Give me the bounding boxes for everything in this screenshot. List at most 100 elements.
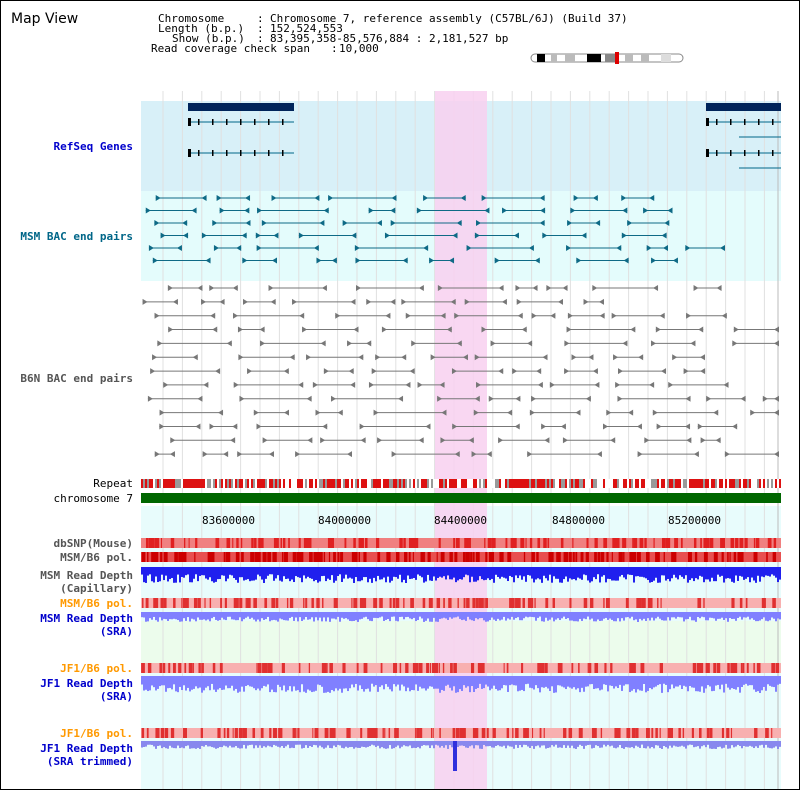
depth-bar — [753, 567, 755, 581]
polymorphism-mark — [600, 728, 603, 738]
repeat-mark — [369, 479, 371, 488]
polymorphism-mark — [155, 728, 160, 738]
polymorphism-mark — [465, 552, 470, 562]
depth-bar — [629, 612, 631, 619]
depth-bar — [489, 741, 491, 747]
polymorphism-mark — [193, 598, 198, 608]
depth-bar — [367, 612, 369, 620]
depth-bar — [223, 676, 225, 690]
depth-bar — [603, 612, 605, 619]
polymorphism-mark — [192, 663, 194, 673]
polymorphism-mark — [295, 728, 297, 738]
repeat-mark — [299, 479, 301, 488]
polymorphism-mark — [240, 538, 243, 548]
depth-bar — [685, 741, 687, 749]
repeat-mark — [769, 479, 771, 488]
bac-end-marker — [715, 437, 721, 444]
genome-browser-canvas[interactable] — [141, 91, 781, 789]
depth-bar — [443, 612, 445, 618]
depth-bar — [637, 567, 639, 577]
depth-bar — [511, 567, 513, 578]
polymorphism-mark — [556, 552, 558, 562]
polymorphism-mark — [488, 552, 492, 562]
polymorphism-mark — [270, 663, 273, 673]
polymorphism-mark — [530, 598, 534, 608]
depth-bar — [185, 676, 187, 691]
depth-bar — [629, 741, 631, 748]
polymorphism-mark — [363, 552, 365, 562]
depth-bar — [343, 612, 345, 619]
depth-bar — [499, 612, 501, 621]
polymorphism-mark — [610, 663, 613, 673]
depth-bar — [255, 741, 257, 746]
depth-bar — [727, 676, 729, 688]
repeat-mark — [755, 479, 757, 488]
bac-end-marker — [454, 451, 460, 458]
bac-end-marker — [201, 195, 207, 201]
depth-bar — [505, 567, 507, 579]
repeat-mark — [199, 479, 201, 488]
depth-bar — [759, 676, 761, 693]
polymorphism-mark — [260, 538, 264, 548]
polymorphism-mark — [455, 538, 460, 548]
depth-bar — [151, 741, 153, 745]
depth-bar — [329, 676, 331, 693]
depth-bar — [253, 567, 255, 581]
polymorphism-mark — [305, 598, 308, 608]
depth-bar — [225, 741, 227, 747]
polymorphism-mark — [426, 663, 430, 673]
label-msm-bac: MSM BAC end pairs — [20, 230, 133, 243]
depth-bar — [707, 741, 709, 745]
repeat-mark — [257, 479, 259, 488]
depth-bar — [417, 676, 419, 691]
depth-bar — [747, 612, 749, 617]
repeat-mark — [223, 479, 225, 488]
depth-bar — [385, 612, 387, 620]
depth-bar — [521, 741, 523, 748]
repeat-mark — [493, 479, 495, 488]
repeat-mark — [593, 479, 595, 488]
bac-end-marker — [652, 409, 658, 416]
polymorphism-mark — [373, 728, 378, 738]
polymorphism-mark — [680, 538, 683, 548]
polymorphism-mark — [552, 598, 555, 608]
polymorphism-mark — [317, 598, 320, 608]
depth-bar — [333, 676, 335, 692]
depth-bar — [773, 741, 775, 748]
polymorphism-mark — [580, 552, 584, 562]
polymorphism-mark — [485, 598, 488, 608]
polymorphism-mark — [353, 552, 358, 562]
depth-bar — [571, 612, 573, 621]
depth-bar — [771, 612, 773, 618]
depth-bar — [291, 741, 293, 748]
depth-bar — [423, 741, 425, 746]
depth-bar — [469, 676, 471, 693]
depth-bar — [239, 567, 241, 578]
depth-bar — [719, 612, 721, 619]
depth-bar — [691, 612, 693, 621]
polymorphism-mark — [772, 598, 775, 608]
bac-end-marker — [471, 451, 477, 458]
polymorphism-mark — [306, 538, 310, 548]
bac-end-marker — [183, 232, 189, 239]
polymorphism-mark — [414, 663, 419, 673]
repeat-mark — [559, 479, 561, 488]
depth-bar — [557, 567, 559, 579]
bac-end-marker — [700, 368, 706, 375]
polymorphism-mark — [733, 663, 738, 673]
bac-end-marker — [219, 207, 225, 214]
repeat-mark — [403, 479, 405, 488]
bac-end-marker — [627, 220, 633, 226]
bac-end-marker — [236, 245, 242, 251]
depth-bar — [699, 567, 701, 576]
depth-bar — [595, 612, 597, 622]
repeat-mark — [709, 479, 711, 488]
depth-bar — [525, 567, 527, 582]
bac-end-marker — [611, 312, 617, 319]
bac-end-marker — [706, 395, 712, 402]
bac-end-marker — [155, 195, 161, 201]
chromosome-ideogram[interactable] — [529, 52, 685, 64]
depth-bar — [609, 741, 611, 747]
repeat-mark — [221, 479, 223, 488]
bac-end-marker — [515, 395, 521, 402]
